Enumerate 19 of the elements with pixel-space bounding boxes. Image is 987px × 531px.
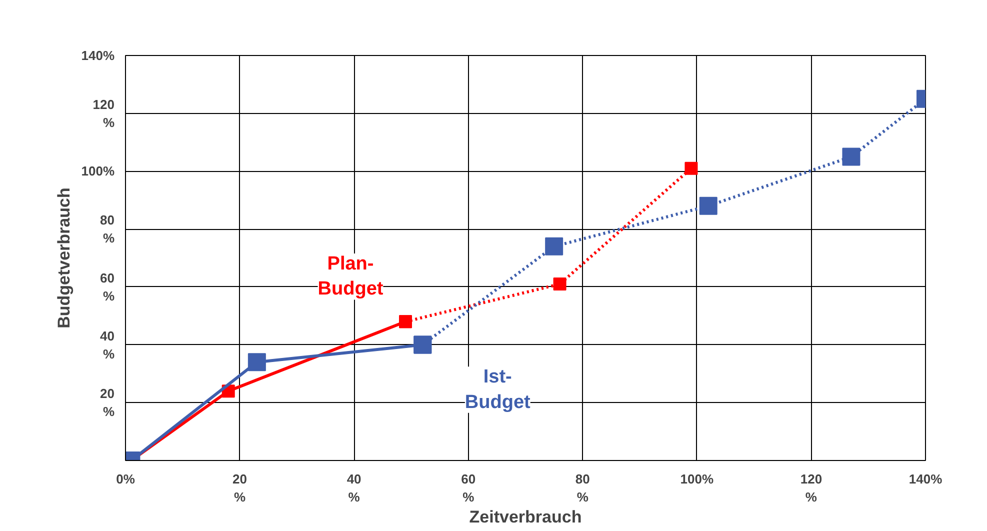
x-tick-label: 80 %	[575, 472, 590, 504]
x-tick-label: 100%	[680, 472, 714, 486]
y-tick-label: 40 %	[100, 328, 115, 362]
y-tick-label: 20 %	[100, 386, 115, 420]
x-axis-title: Zeitverbrauch	[469, 508, 582, 526]
y-tick-label: 100%	[81, 164, 115, 179]
y-tick-label: 120 %	[92, 96, 115, 130]
x-tick-label: 0%	[116, 472, 136, 486]
y-tick-label: 140%	[81, 48, 115, 63]
y-tick-label: 80 %	[100, 212, 115, 246]
x-tick-label: 120 %	[800, 472, 822, 504]
x-tick-label: 140%	[908, 472, 943, 486]
x-tick-label: 60 %	[461, 472, 476, 504]
y-axis-title: Budgetverbrauch	[54, 188, 74, 328]
series-label: Plan- Budget	[318, 254, 384, 300]
x-tick-label: 40 %	[346, 472, 362, 504]
y-tick-label: 60 %	[100, 270, 115, 304]
series-label: Ist- Budget	[464, 366, 532, 413]
x-tick-label: 20 %	[232, 472, 248, 504]
